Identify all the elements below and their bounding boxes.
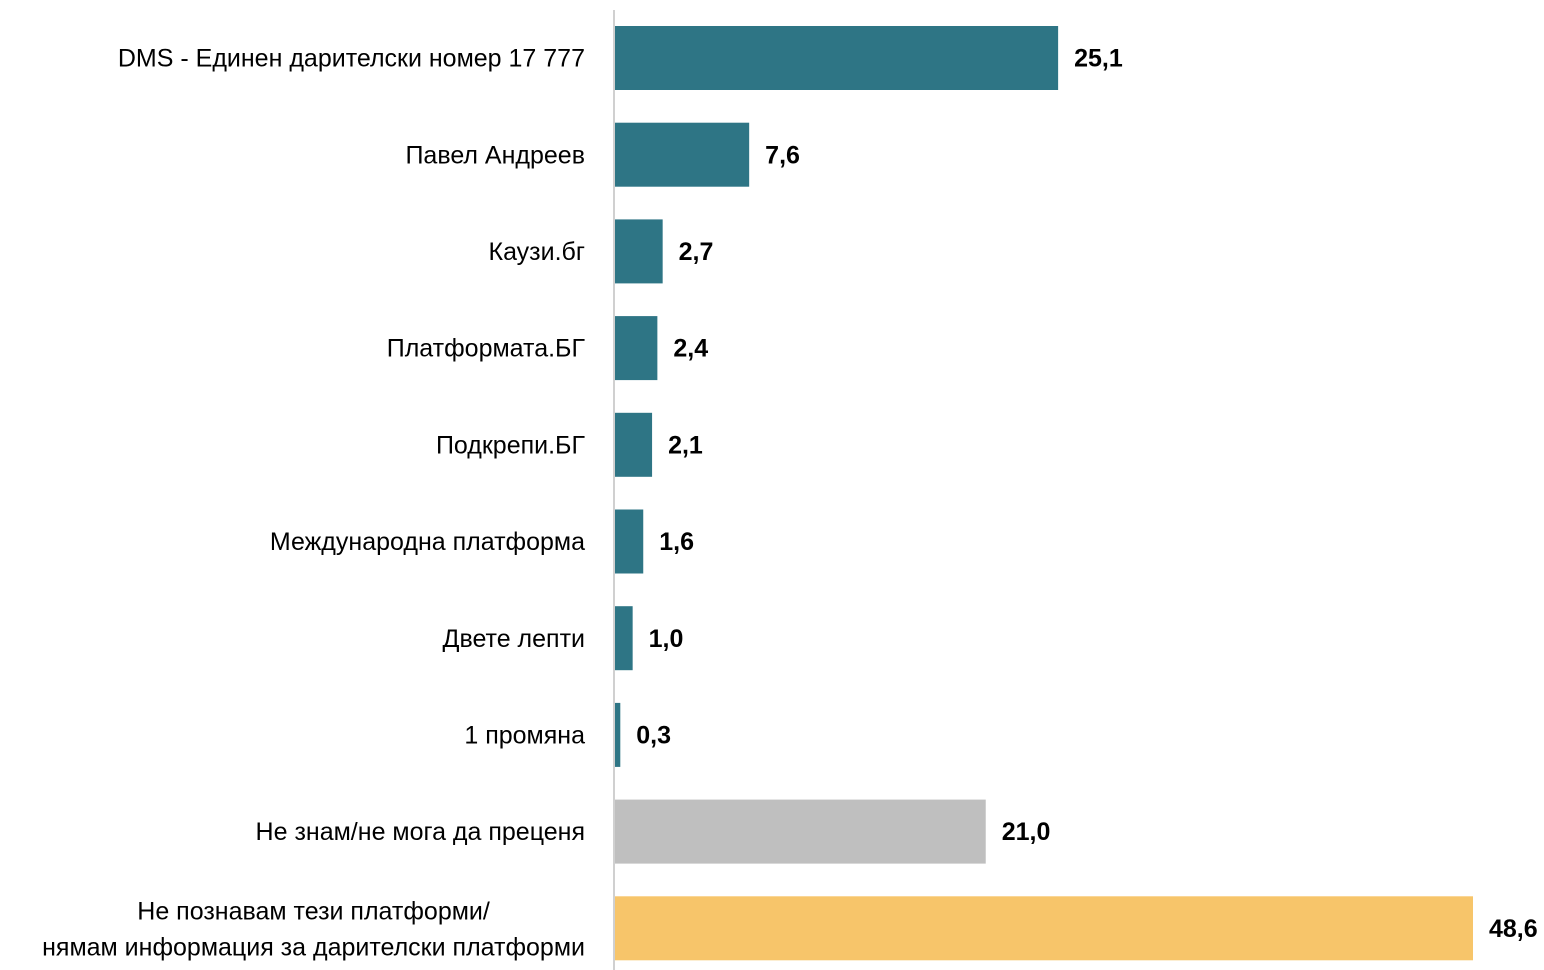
value-label: 21,0 [1002, 818, 1051, 846]
category-label: Не познавам тези платформи/нямам информа… [42, 897, 585, 961]
category-label: Не знам/не мога да преценя [256, 818, 585, 846]
value-label: 2,4 [673, 335, 708, 363]
category-label: 1 промяна [464, 722, 585, 750]
category-label: Международна платформа [270, 528, 585, 556]
value-label: 25,1 [1074, 45, 1123, 73]
bar [615, 509, 644, 574]
bar [615, 219, 663, 284]
bar [615, 412, 653, 477]
bar [615, 799, 986, 864]
bar [615, 316, 658, 381]
category-label: DMS - Единен дарителски номер 17 777 [118, 45, 585, 73]
category-label: Павел Андреев [405, 141, 585, 169]
value-label: 1,6 [659, 528, 694, 556]
value-label: 0,3 [636, 722, 671, 750]
value-label: 2,7 [679, 238, 714, 266]
category-label: Подкрепи.БГ [436, 431, 586, 459]
bar [615, 606, 633, 671]
bar [615, 702, 621, 767]
value-label: 7,6 [765, 141, 800, 169]
category-label: Каузи.бг [489, 238, 586, 266]
bar [615, 26, 1059, 90]
bar [615, 122, 750, 187]
category-label: Двете лепти [443, 625, 585, 653]
value-label: 1,0 [649, 625, 684, 653]
value-label: 48,6 [1489, 915, 1538, 943]
category-label: Платформата.БГ [387, 335, 586, 363]
value-label: 2,1 [668, 431, 703, 459]
bar [615, 896, 1473, 961]
